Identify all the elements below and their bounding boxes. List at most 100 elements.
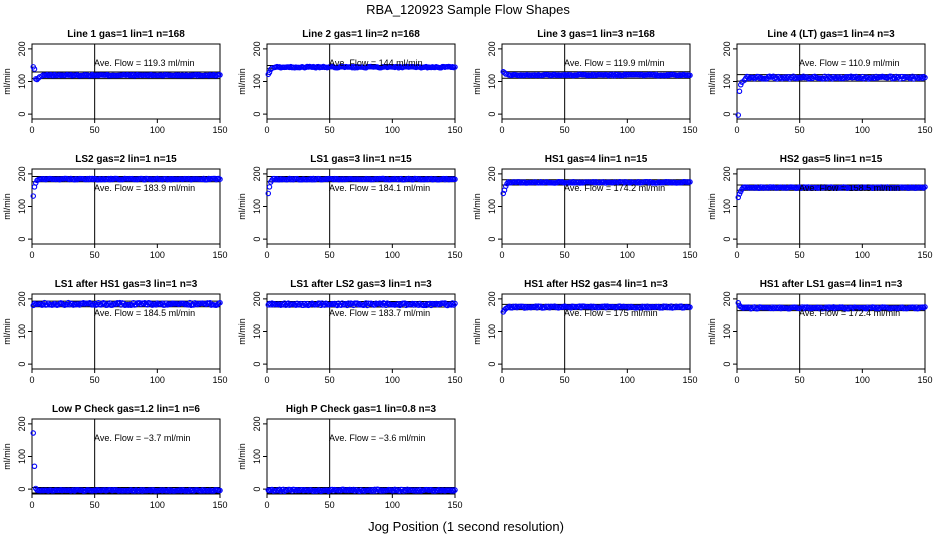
y-tick-label: 200 — [17, 291, 27, 306]
figure-xlabel: Jog Position (1 second resolution) — [368, 519, 564, 534]
data-point — [918, 74, 924, 80]
data-point — [859, 305, 866, 312]
data-point — [816, 305, 823, 312]
data-point — [847, 74, 853, 81]
data-point — [217, 176, 223, 182]
data-point — [687, 72, 693, 79]
data-point — [545, 303, 552, 310]
data-point — [148, 300, 154, 307]
y-axis-label: ml/min — [2, 193, 12, 220]
data-point — [330, 487, 337, 494]
data-point — [31, 463, 38, 470]
data-point — [415, 488, 422, 494]
data-point — [910, 184, 917, 190]
y-tick-label: 0 — [252, 237, 262, 242]
x-tick-label: 0 — [29, 250, 34, 260]
y-axis-label: ml/min — [237, 193, 247, 220]
x-tick-label: 50 — [795, 375, 805, 385]
panel-12: HS1 after LS1 gas=4 lin=1 n=3 0 50 100 150 0 1… — [707, 279, 933, 385]
y-tick-label: 100 — [252, 199, 262, 214]
data-point — [793, 74, 799, 81]
panel-13: Low P Check gas=1.2 lin=1 n=6 0 50 100 150 0 1… — [2, 404, 228, 510]
x-tick-label: 150 — [447, 125, 462, 135]
data-point — [217, 487, 223, 494]
data-point — [314, 488, 320, 494]
x-tick-label: 100 — [385, 250, 400, 260]
data-point — [905, 185, 912, 191]
x-tick-label: 100 — [385, 125, 400, 135]
x-tick-label: 100 — [620, 375, 635, 385]
x-tick-label: 100 — [855, 250, 870, 260]
y-axis-label: ml/min — [707, 318, 717, 345]
data-point — [168, 301, 174, 308]
data-point — [623, 304, 629, 310]
x-tick-label: 150 — [447, 500, 462, 510]
x-tick-label: 0 — [499, 125, 504, 135]
x-tick-label: 50 — [795, 250, 805, 260]
panel-6: LS1 gas=3 lin=1 n=15 0 50 100 150 0 100 200 ml/m… — [237, 154, 463, 260]
x-tick-label: 50 — [325, 250, 335, 260]
y-tick-label: 200 — [722, 166, 732, 181]
data-point — [265, 190, 272, 197]
data-point — [868, 184, 874, 190]
average-flow-label: Ave. Flow = 184.1 ml/min — [329, 183, 430, 193]
data-point — [303, 302, 309, 308]
data-point — [44, 301, 50, 308]
y-axis-label: ml/min — [2, 318, 12, 345]
data-point — [266, 184, 273, 190]
data-point — [309, 177, 315, 183]
average-flow-label: Ave. Flow = 175 ml/min — [564, 308, 658, 318]
data-point — [442, 176, 448, 183]
panel-title: HS1 gas=4 lin=1 n=15 — [545, 154, 648, 165]
data-point — [569, 180, 575, 186]
average-flow-label: Ave. Flow = 158.5 ml/min — [799, 183, 900, 193]
data-point — [912, 305, 918, 312]
data-point — [50, 301, 57, 308]
data-point — [864, 74, 871, 81]
y-axis-label: ml/min — [472, 68, 482, 95]
data-point — [132, 488, 138, 494]
data-point — [68, 71, 74, 78]
x-tick-label: 0 — [734, 375, 739, 385]
data-point — [395, 65, 402, 71]
data-point — [823, 304, 829, 310]
y-tick-label: 200 — [487, 41, 497, 56]
data-point — [329, 486, 335, 493]
y-tick-label: 0 — [252, 362, 262, 367]
x-tick-label: 100 — [385, 375, 400, 385]
panel-title: High P Check gas=1 lin=0.8 n=3 — [286, 404, 437, 415]
panel-4: Line 4 (LT) gas=1 lin=4 n=3 0 50 100 150 0 100… — [707, 29, 933, 135]
x-tick-label: 50 — [90, 250, 100, 260]
data-point — [178, 488, 184, 494]
data-point — [858, 304, 864, 311]
data-point — [560, 304, 567, 310]
y-tick-label: 0 — [722, 362, 732, 367]
data-point — [922, 184, 928, 190]
panel-title: HS1 after LS1 gas=4 lin=1 n=3 — [760, 279, 903, 290]
panel-10: LS1 after LS2 gas=3 lin=1 n=3 0 50 100 150 0 1… — [237, 279, 463, 385]
data-point — [523, 303, 529, 310]
y-axis-label: ml/min — [472, 318, 482, 345]
data-point — [70, 487, 77, 493]
data-point — [735, 194, 742, 201]
data-point — [440, 175, 447, 182]
y-axis-label: ml/min — [2, 443, 12, 470]
panel-title: LS1 after HS1 gas=3 lin=1 n=3 — [55, 279, 198, 290]
data-point — [194, 73, 201, 79]
data-point — [922, 304, 928, 310]
data-point — [378, 301, 384, 307]
x-tick-label: 100 — [855, 125, 870, 135]
data-point — [351, 488, 358, 494]
y-tick-label: 0 — [252, 487, 262, 492]
panel-8: HS2 gas=5 lin=1 n=15 0 50 100 150 0 100 200 ml/m… — [707, 154, 933, 260]
panel-9: LS1 after HS1 gas=3 lin=1 n=3 0 50 100 150 0 1… — [2, 279, 228, 385]
panel-title: Line 4 (LT) gas=1 lin=4 n=3 — [767, 29, 895, 40]
y-tick-label: 100 — [487, 324, 497, 339]
x-tick-label: 150 — [212, 500, 227, 510]
data-point — [35, 75, 42, 81]
x-tick-label: 150 — [917, 375, 932, 385]
panel-2: Line 2 gas=1 lin=2 n=168 0 50 100 150 0 100 200… — [237, 29, 463, 135]
x-tick-label: 0 — [499, 250, 504, 260]
x-tick-label: 150 — [917, 250, 932, 260]
x-tick-label: 150 — [447, 375, 462, 385]
